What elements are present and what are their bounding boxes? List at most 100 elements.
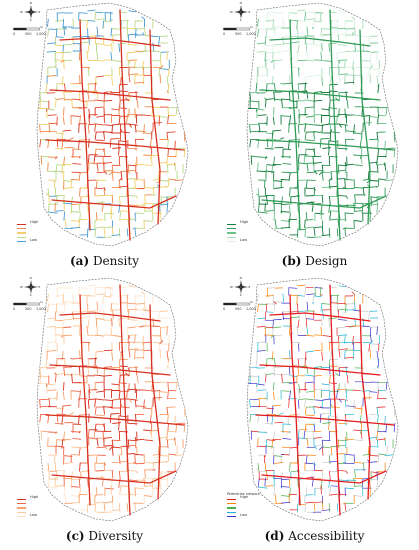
compass-label-n: N bbox=[29, 0, 32, 5]
street-segment bbox=[289, 487, 291, 498]
street-segment bbox=[55, 170, 64, 173]
street-segment bbox=[377, 382, 379, 392]
street-segment bbox=[265, 98, 274, 100]
street-segment bbox=[322, 309, 324, 319]
street-segment bbox=[55, 311, 64, 313]
street-segment bbox=[118, 390, 121, 400]
street-segment bbox=[96, 318, 105, 320]
street-segment bbox=[109, 406, 114, 409]
street-segment bbox=[119, 374, 121, 383]
street-segment bbox=[95, 390, 105, 393]
street-segment bbox=[393, 132, 396, 142]
legend-swatch bbox=[17, 516, 26, 518]
street-segment bbox=[393, 148, 396, 158]
street-segment bbox=[45, 383, 48, 387]
street-segment bbox=[72, 82, 83, 85]
street-segment bbox=[111, 509, 121, 512]
street-segment bbox=[87, 67, 90, 70]
street-segment bbox=[128, 469, 138, 472]
street-segment bbox=[111, 234, 121, 237]
street-segment bbox=[338, 308, 348, 311]
street-segment bbox=[63, 186, 74, 189]
street-segment bbox=[304, 423, 307, 433]
street-segment bbox=[314, 445, 318, 450]
street-segment bbox=[88, 138, 90, 148]
street-segment bbox=[166, 439, 169, 449]
street-segment bbox=[336, 51, 346, 54]
street-segment bbox=[104, 212, 114, 215]
street-segment bbox=[272, 52, 274, 61]
street-segment bbox=[249, 100, 259, 103]
street-segment bbox=[338, 367, 340, 370]
street-segment bbox=[298, 343, 300, 345]
street-segment bbox=[53, 454, 56, 464]
street-segment bbox=[320, 303, 323, 312]
panel-title: Diversity bbox=[84, 529, 144, 543]
street-segment bbox=[87, 154, 90, 163]
street-segment bbox=[55, 36, 64, 38]
street-segment bbox=[304, 374, 314, 377]
street-segment bbox=[353, 124, 355, 135]
street-segment bbox=[344, 178, 346, 189]
street-segment bbox=[272, 195, 275, 205]
street-segment bbox=[152, 317, 155, 328]
map-panel-d: N S W E 0 500 1,000 m Pedestrian network High Low (… bbox=[210, 275, 419, 550]
street-segment bbox=[87, 366, 90, 375]
street-segment bbox=[88, 383, 91, 394]
street-segment bbox=[297, 83, 300, 93]
street-segment bbox=[319, 11, 322, 22]
street-segment bbox=[47, 139, 50, 149]
street-segment bbox=[336, 114, 338, 124]
street-segment bbox=[320, 137, 330, 140]
street-segment bbox=[377, 414, 379, 423]
street-segment bbox=[338, 74, 341, 83]
panel-title: Design bbox=[301, 254, 348, 268]
street-segment bbox=[304, 219, 306, 229]
street-segment bbox=[70, 486, 80, 488]
street-segment bbox=[40, 155, 43, 165]
street-segment bbox=[54, 374, 57, 383]
street-segment bbox=[346, 99, 349, 109]
street-segment bbox=[311, 478, 314, 487]
street-segment bbox=[112, 60, 122, 62]
street-segment bbox=[305, 501, 314, 504]
street-segment bbox=[47, 203, 50, 213]
street-segment bbox=[297, 124, 300, 134]
legend-swatch bbox=[227, 236, 236, 239]
arterial-street bbox=[255, 139, 395, 151]
street-segment bbox=[353, 399, 355, 409]
compass-label-e: E bbox=[38, 284, 41, 289]
street-segment bbox=[320, 28, 323, 37]
study-area-boundary bbox=[36, 277, 189, 522]
street-segment bbox=[136, 196, 139, 199]
street-segment bbox=[78, 107, 87, 109]
street-segment bbox=[46, 468, 50, 472]
street-segment bbox=[166, 430, 169, 441]
street-segment bbox=[174, 415, 176, 426]
street-segment bbox=[108, 446, 113, 451]
street-segments bbox=[248, 284, 396, 516]
street-segment bbox=[338, 194, 348, 197]
arterial-street bbox=[255, 414, 395, 426]
legend-swatch bbox=[17, 502, 26, 505]
street-segment bbox=[322, 34, 324, 44]
street-segment bbox=[313, 406, 322, 408]
street-segment bbox=[368, 461, 378, 463]
study-area-boundary bbox=[36, 2, 189, 247]
street-segment bbox=[62, 52, 64, 61]
street-segment bbox=[101, 302, 105, 304]
street-segment bbox=[64, 493, 67, 504]
street-segment bbox=[305, 195, 315, 197]
street-segment bbox=[338, 334, 348, 336]
street-segment bbox=[352, 60, 354, 70]
street-segment bbox=[304, 381, 314, 384]
street-segment bbox=[103, 226, 113, 229]
street-segment bbox=[159, 391, 168, 393]
street-segment bbox=[377, 365, 379, 369]
street-segment bbox=[45, 357, 48, 367]
street-segment bbox=[369, 180, 380, 182]
street-segment bbox=[369, 204, 371, 213]
street-segment bbox=[274, 494, 277, 503]
street-segment bbox=[352, 34, 362, 37]
street-segment bbox=[159, 343, 169, 345]
